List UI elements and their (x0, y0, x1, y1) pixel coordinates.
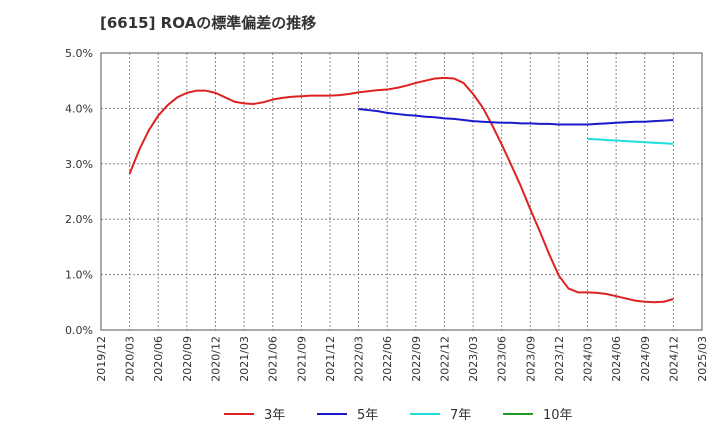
y-tick-label: 1.0% (65, 269, 93, 282)
legend: 3年 5年 7年 10年 (224, 408, 573, 423)
x-tick-label: 2023/12 (553, 336, 566, 382)
legend-label: 10年 (543, 408, 573, 423)
x-axis-ticks: 2019/12 2020/03 2020/06 2020/09 2020/12 2021/… (95, 336, 709, 382)
x-tick-label: 2020/06 (152, 336, 165, 382)
y-tick-label: 0.0% (65, 324, 93, 337)
series-lines (128, 76, 674, 304)
legend-label: 7年 (450, 408, 471, 423)
series-line-5年 (358, 107, 674, 126)
x-tick-label: 2025/03 (696, 336, 709, 382)
legend-label: 3年 (264, 408, 285, 423)
x-tick-label: 2019/12 (95, 336, 108, 382)
x-tick-label: 2022/06 (381, 336, 394, 382)
x-tick-label: 2020/03 (124, 336, 137, 382)
x-tick-label: 2021/06 (267, 336, 280, 382)
plot-area-frame (100, 52, 703, 331)
y-tick-label: 5.0% (65, 47, 93, 60)
x-tick-label: 2022/03 (353, 336, 366, 382)
series-line-3年 (128, 76, 674, 304)
x-tick-label: 2021/09 (295, 336, 308, 382)
x-tick-label: 2023/03 (467, 336, 480, 382)
x-tick-label: 2021/03 (238, 336, 251, 382)
x-tick-label: 2023/09 (524, 336, 537, 382)
x-tick-label: 2022/09 (410, 336, 423, 382)
x-tick-label: 2021/12 (324, 336, 337, 382)
y-axis-ticks: 0.0% 1.0% 2.0% 3.0% 4.0% 5.0% (65, 47, 93, 337)
x-tick-label: 2024/09 (639, 336, 652, 382)
x-tick-label: 2022/12 (438, 336, 451, 382)
y-tick-label: 2.0% (65, 213, 93, 226)
x-tick-label: 2024/03 (582, 336, 595, 382)
legend-label: 5年 (357, 408, 378, 423)
grid (101, 53, 702, 330)
x-tick-label: 2020/09 (181, 336, 194, 382)
y-tick-label: 3.0% (65, 158, 93, 171)
x-tick-label: 2024/06 (610, 336, 623, 382)
x-tick-label: 2024/12 (667, 336, 680, 382)
series-line-7年 (587, 137, 674, 145)
x-tick-label: 2023/06 (496, 336, 509, 382)
x-tick-label: 2020/12 (209, 336, 222, 382)
chart-title: [6615] ROAの標準偏差の推移 (100, 14, 317, 32)
y-tick-label: 4.0% (65, 102, 93, 115)
